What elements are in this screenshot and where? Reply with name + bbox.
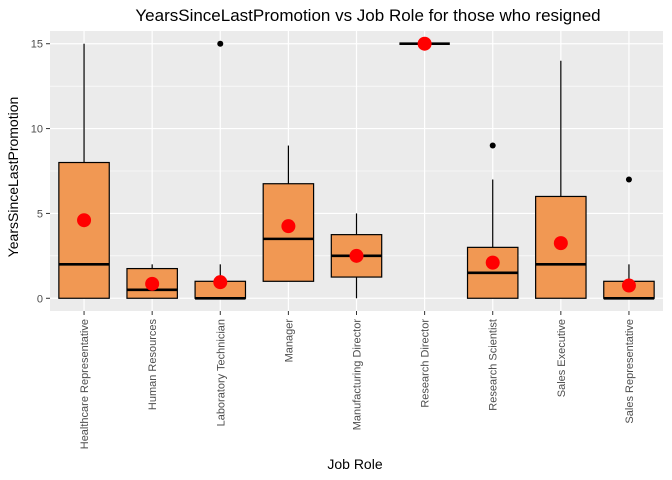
x-tick-label: Human Resources	[147, 319, 159, 411]
y-tick-label: 15	[31, 39, 43, 51]
outlier-point	[489, 142, 496, 149]
y-axis-title: YearsSinceLastPromotion	[5, 97, 21, 258]
mean-point	[553, 236, 568, 251]
mean-point	[621, 278, 636, 293]
x-axis-title: Job Role	[327, 456, 382, 472]
x-tick-label: Manufacturing Director	[352, 319, 364, 431]
chart-title: YearsSinceLastPromotion vs Job Role for …	[135, 6, 600, 25]
mean-point	[145, 276, 160, 291]
outlier-point	[217, 40, 224, 47]
box-group	[399, 36, 450, 51]
box-iqr	[58, 161, 110, 299]
x-tick-label: Manager	[283, 319, 295, 363]
y-tick-label: 5	[37, 208, 43, 220]
x-tick-label: Laboratory Technician	[215, 319, 227, 426]
box-group	[466, 142, 519, 299]
box-series	[58, 36, 655, 300]
y-tick-label: 10	[31, 124, 43, 136]
box-group	[58, 43, 110, 299]
box-iqr	[126, 267, 178, 299]
box-group	[603, 176, 655, 300]
box-group	[194, 40, 247, 300]
mean-point	[213, 275, 228, 290]
box-group	[126, 264, 178, 299]
y-tick-label: 0	[37, 293, 43, 305]
box-group	[262, 145, 315, 282]
x-axis: Healthcare Representative Human Resources…	[79, 311, 636, 449]
x-tick-label: Sales Executive	[556, 319, 568, 397]
mean-point	[417, 36, 432, 51]
outlier-point	[625, 176, 632, 183]
x-tick-label: Research Director	[420, 319, 432, 408]
x-tick-label: Research Scientist	[488, 319, 500, 411]
y-axis: 0 5 10 15	[31, 39, 50, 305]
mean-point	[349, 248, 364, 263]
mean-point	[281, 219, 296, 234]
x-tick-label: Sales Representative	[624, 319, 636, 424]
box-group	[535, 60, 587, 299]
x-tick-label: Healthcare Representative	[79, 319, 91, 449]
box-group	[330, 213, 383, 299]
mean-point	[77, 213, 92, 228]
mean-point	[485, 255, 500, 270]
